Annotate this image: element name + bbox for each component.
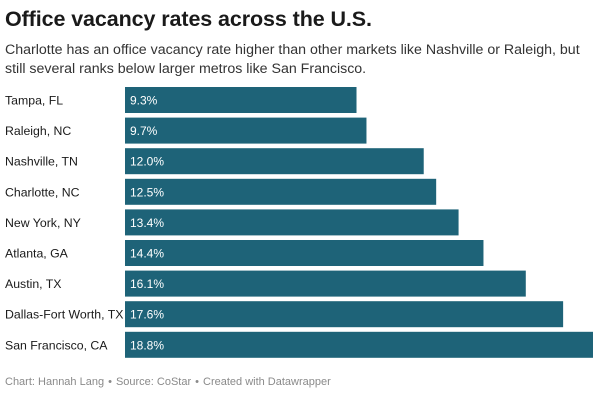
created-with: Created with Datawrapper: [203, 376, 331, 388]
category-label: Dallas-Fort Worth, TX: [5, 308, 123, 322]
bar: [125, 209, 459, 236]
category-label: Tampa, FL: [5, 94, 63, 108]
chart-subtitle: Charlotte has an office vacancy rate hig…: [5, 42, 580, 77]
category-label: Atlanta, GA: [5, 247, 69, 261]
category-label: New York, NY: [5, 216, 81, 230]
category-label: Charlotte, NC: [5, 185, 80, 199]
bar: [125, 240, 484, 266]
footer-separator: •: [108, 376, 112, 388]
bar: [125, 178, 437, 205]
value-label: 14.4%: [130, 247, 164, 261]
bar: [125, 148, 424, 175]
bar: [125, 270, 526, 297]
value-label: 9.7%: [130, 124, 158, 138]
value-label: 13.4%: [130, 216, 164, 230]
value-label: 17.6%: [130, 308, 164, 322]
category-label: Austin, TX: [5, 277, 62, 291]
bar-chart: Tampa, FL 9.3% Raleigh, NC 9.7% Nashville, T…: [0, 85, 600, 360]
value-label: 18.8%: [130, 338, 164, 352]
value-label: 12.5%: [130, 185, 164, 199]
bar: [125, 331, 593, 358]
category-label: San Francisco, CA: [5, 338, 108, 352]
chart-credit: Chart: Hannah Lang: [5, 376, 105, 388]
value-label: 9.3%: [130, 94, 158, 108]
chart-title: Office vacancy rates across the U.S.: [5, 7, 372, 31]
value-label: 16.1%: [130, 277, 164, 291]
bar: [125, 87, 357, 113]
category-label: Raleigh, NC: [5, 124, 71, 138]
chart-source: Source: CoStar: [115, 376, 192, 388]
value-label: 12.0%: [130, 155, 164, 169]
bar-chart-svg: Tampa, FL 9.3% Raleigh, NC 9.7% Nashville, T…: [5, 87, 593, 358]
bar: [125, 117, 367, 144]
footer-separator: •: [195, 376, 199, 388]
category-label: Nashville, TN: [5, 155, 78, 169]
chart-footer: Chart: Hannah Lang • Source: CoStar • Create…: [5, 376, 595, 388]
bar: [125, 301, 564, 328]
